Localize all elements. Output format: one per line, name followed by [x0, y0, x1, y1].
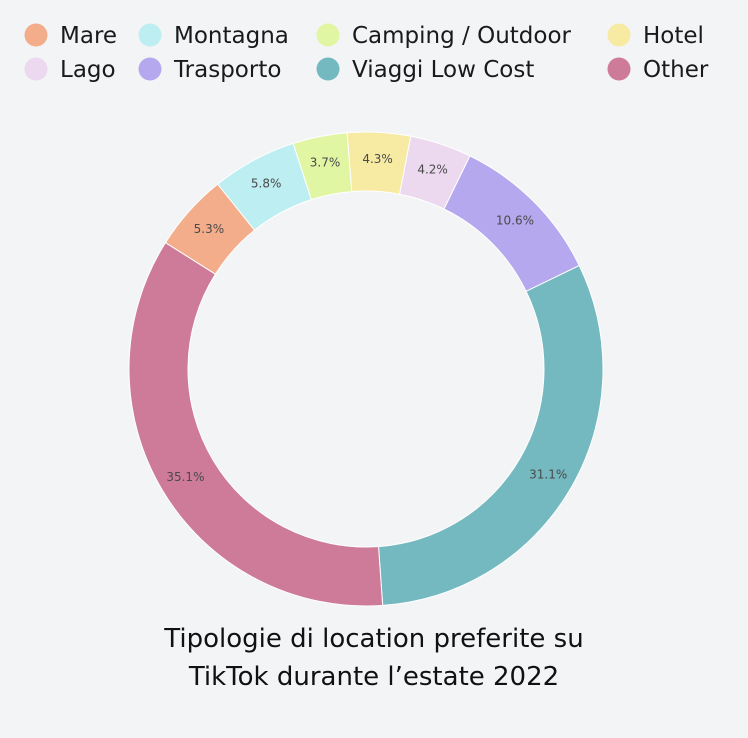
- slice-label: 4.3%: [362, 152, 393, 166]
- donut-slice: [128, 242, 384, 607]
- slice-label: 5.3%: [194, 222, 225, 236]
- legend-label: Other: [643, 57, 709, 83]
- legend-label: Camping / Outdoor: [352, 23, 572, 49]
- legend-item: Camping / Outdoor: [316, 23, 572, 49]
- slice-label: 5.8%: [251, 177, 282, 191]
- slice-label: 10.6%: [496, 213, 534, 227]
- donut-ring: [128, 131, 604, 607]
- chart-legend: Mare Montagna Camping / Outdoor Hotel Lago Tr…: [24, 23, 709, 83]
- legend-swatch: [316, 23, 340, 47]
- legend-swatch: [607, 23, 631, 47]
- slice-label: 35.1%: [166, 470, 204, 484]
- legend-item: Montagna: [138, 23, 289, 49]
- legend-item: Mare: [24, 23, 117, 49]
- legend-item: Lago: [24, 57, 116, 83]
- legend-label: Viaggi Low Cost: [352, 57, 534, 83]
- legend-swatch: [316, 57, 340, 81]
- legend-label: Trasporto: [173, 57, 281, 83]
- legend-label: Lago: [60, 57, 116, 83]
- donut-slice: [377, 264, 604, 606]
- legend-swatch: [607, 57, 631, 81]
- legend-swatch: [138, 57, 162, 81]
- legend-label: Mare: [60, 23, 117, 49]
- legend-swatch: [24, 23, 48, 47]
- chart-title-line-1: Tipologie di location preferite su: [164, 624, 584, 654]
- legend-swatch: [138, 23, 162, 47]
- legend-item: Viaggi Low Cost: [316, 57, 534, 83]
- chart-title: Tipologie di location preferite su TikTo…: [0, 620, 748, 696]
- slice-label: 4.2%: [417, 162, 448, 176]
- legend-label: Hotel: [643, 23, 704, 49]
- legend-item: Hotel: [607, 23, 704, 49]
- legend-item: Other: [607, 57, 709, 83]
- chart-title-line-2: TikTok durante l’estate 2022: [188, 662, 560, 692]
- legend-swatch: [24, 57, 48, 81]
- legend-item: Trasporto: [138, 57, 281, 83]
- slice-label: 3.7%: [310, 156, 341, 170]
- slice-label: 31.1%: [529, 467, 567, 481]
- legend-label: Montagna: [174, 23, 289, 49]
- slice-labels: 5.3% 5.8% 3.7% 4.3% 4.2% 10.6% 31.1% 35.1%: [166, 152, 567, 484]
